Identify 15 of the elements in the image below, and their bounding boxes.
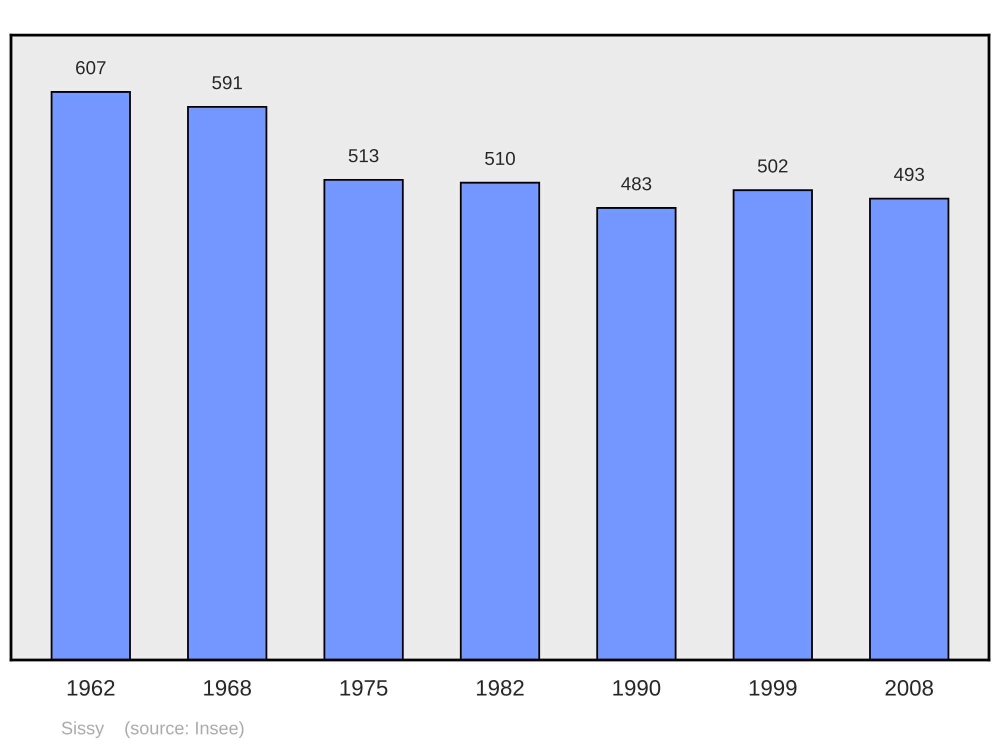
data-label: 591 <box>212 76 242 90</box>
data-label: 513 <box>348 149 378 162</box>
x-tick-label: 2008 <box>886 680 933 696</box>
text: Sissy (source: Insee) <box>62 721 244 738</box>
x-tick-label: 1990 <box>613 680 660 696</box>
data-label: 607 <box>76 61 106 74</box>
data-label: 493 <box>894 168 924 182</box>
x-tick-label: 1962 <box>68 680 114 696</box>
data-label: 483 <box>621 177 652 190</box>
x-tick-label: 1968 <box>204 680 251 696</box>
x-tick-label: 1999 <box>750 680 796 696</box>
data-label: 502 <box>758 159 788 173</box>
x-tick-label: 1982 <box>476 680 524 696</box>
data-label: 510 <box>485 152 515 166</box>
x-tick-label: 1975 <box>340 680 388 696</box>
